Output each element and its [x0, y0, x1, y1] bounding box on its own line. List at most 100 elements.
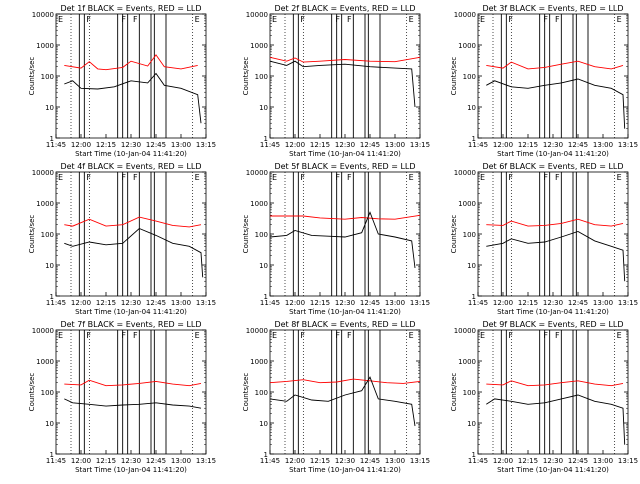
x-tick-label: 12:30	[543, 299, 563, 307]
marker-label: E	[195, 15, 200, 24]
y-tick-label: 10000	[454, 327, 476, 335]
marker-label: E	[195, 173, 200, 182]
x-tick-label: 12:45	[568, 457, 588, 465]
y-tick-label: 100	[41, 389, 54, 397]
y-tick-label: 1000	[250, 200, 268, 208]
x-tick-label: 12:30	[335, 299, 355, 307]
y-tick-label: 10000	[454, 11, 476, 19]
y-tick-label: 10000	[454, 169, 476, 177]
x-tick-label: 11:45	[468, 141, 488, 149]
y-tick-label: 100	[463, 389, 476, 397]
x-tick-label: 12:45	[146, 457, 166, 465]
y-tick-label: 10000	[32, 11, 54, 19]
plot-frame	[269, 171, 421, 297]
x-tick-label: 13:15	[196, 457, 216, 465]
x-axis-label: Start Time (10-Jan-04 11:41:20)	[75, 466, 187, 474]
x-tick-label: 11:45	[260, 299, 280, 307]
plot-frame	[477, 329, 629, 455]
x-tick-label: 12:30	[121, 299, 141, 307]
x-tick-label: 12:30	[121, 141, 141, 149]
y-tick-label: 100	[255, 73, 268, 81]
y-tick-label: 1000	[458, 358, 476, 366]
series-line-events	[64, 398, 202, 409]
series-line-lld	[64, 379, 202, 387]
x-tick-label: 13:00	[593, 457, 613, 465]
series-line-lld	[64, 54, 198, 71]
marker-label: F	[133, 15, 138, 24]
y-axis-label: Counts/sec	[28, 57, 36, 96]
x-tick-label: 12:30	[543, 457, 563, 465]
marker-label: F	[508, 173, 513, 182]
x-tick-label: 12:30	[121, 457, 141, 465]
y-tick-label: 10000	[246, 169, 268, 177]
y-tick-label: 10	[45, 262, 54, 270]
marker-label: F	[335, 173, 340, 182]
y-axis-label: Counts/sec	[242, 373, 250, 412]
marker-label: E	[58, 331, 63, 340]
x-tick-label: 12:45	[360, 457, 380, 465]
marker-label: F	[555, 173, 560, 182]
marker-label: F	[555, 15, 560, 24]
series-line-lld	[64, 216, 202, 228]
x-tick-label: 13:15	[410, 457, 430, 465]
x-tick-label: 12:45	[146, 299, 166, 307]
y-tick-label: 1000	[36, 42, 54, 50]
y-tick-label: 1	[264, 135, 268, 143]
marker-label: E	[272, 173, 277, 182]
x-tick-label: 13:00	[171, 457, 191, 465]
marker-label: E	[409, 15, 414, 24]
y-tick-label: 1000	[250, 42, 268, 50]
plot-frame	[55, 13, 207, 139]
panel-title: Det 1f BLACK = Events, RED = LLD	[60, 4, 201, 13]
x-tick-label: 12:15	[310, 141, 330, 149]
y-axis-label: Counts/sec	[450, 215, 458, 254]
x-axis-label: Start Time (10-Jan-04 11:41:20)	[289, 150, 401, 158]
x-tick-label: 13:15	[196, 299, 216, 307]
x-tick-label: 13:15	[196, 141, 216, 149]
marker-label: F	[335, 331, 340, 340]
y-tick-label: 1000	[458, 42, 476, 50]
x-tick-label: 11:45	[46, 299, 66, 307]
x-tick-label: 12:45	[146, 141, 166, 149]
y-tick-label: 10	[467, 262, 476, 270]
panel-title: Det 3f BLACK = Events, RED = LLD	[482, 4, 623, 13]
marker-label: E	[272, 15, 277, 24]
x-tick-label: 12:15	[96, 141, 116, 149]
y-tick-label: 10	[45, 420, 54, 428]
x-tick-label: 13:00	[385, 299, 405, 307]
marker-label: E	[409, 173, 414, 182]
marker-label: F	[300, 173, 305, 182]
y-tick-label: 1	[472, 293, 476, 301]
panel-title: Det 8f BLACK = Events, RED = LLD	[274, 320, 415, 329]
x-tick-label: 12:30	[335, 141, 355, 149]
x-tick-label: 12:00	[493, 141, 513, 149]
plot-frame	[477, 171, 629, 297]
y-tick-label: 1	[264, 293, 268, 301]
y-tick-label: 10	[259, 262, 268, 270]
marker-label: F	[121, 15, 126, 24]
x-tick-label: 11:45	[260, 457, 280, 465]
marker-label: F	[86, 173, 91, 182]
x-axis-label: Start Time (10-Jan-04 11:41:20)	[497, 150, 609, 158]
x-tick-label: 12:00	[493, 457, 513, 465]
panel-title: Det 6f BLACK = Events, RED = LLD	[482, 162, 623, 171]
x-tick-label: 13:15	[618, 299, 638, 307]
plot-frame	[55, 171, 207, 297]
x-tick-label: 12:45	[360, 299, 380, 307]
y-tick-label: 10	[467, 420, 476, 428]
y-tick-label: 100	[41, 231, 54, 239]
marker-label: F	[543, 15, 548, 24]
x-tick-label: 12:30	[335, 457, 355, 465]
x-tick-label: 11:45	[46, 457, 66, 465]
y-tick-label: 10000	[32, 327, 54, 335]
panel-title: Det 4f BLACK = Events, RED = LLD	[60, 162, 201, 171]
marker-label: E	[58, 15, 63, 24]
marker-label: F	[555, 331, 560, 340]
x-axis-label: Start Time (10-Jan-04 11:41:20)	[289, 308, 401, 316]
x-tick-label: 12:00	[285, 299, 305, 307]
